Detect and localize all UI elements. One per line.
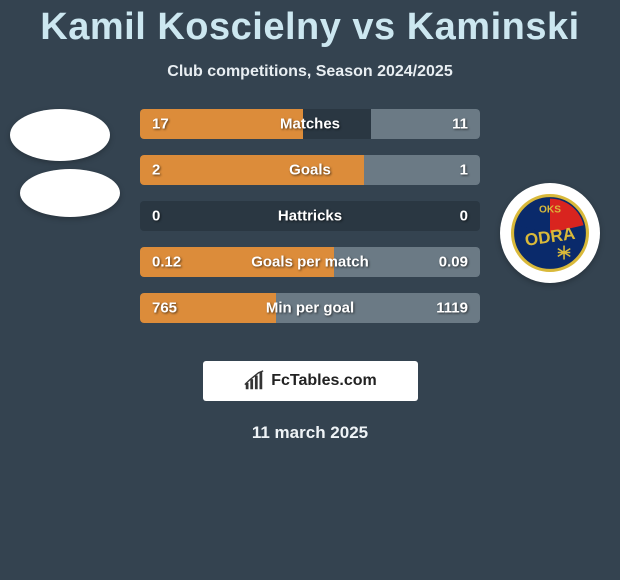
stat-value-right: 0.09 bbox=[439, 254, 468, 271]
player-left-badge-1 bbox=[10, 109, 110, 161]
stat-value-left: 17 bbox=[152, 116, 169, 133]
stat-value-right: 1119 bbox=[436, 300, 468, 317]
comparison-stage: OKS ODRA 17 11 Matches 2 1 Goals 0 0 Hattricks 0.… bbox=[0, 109, 620, 349]
footer-date: 11 march 2025 bbox=[0, 423, 620, 443]
brand-badge[interactable]: FcTables.com bbox=[203, 361, 418, 401]
stat-value-right: 1 bbox=[460, 162, 468, 179]
stat-label: Goals bbox=[289, 162, 331, 179]
stat-rows: 17 11 Matches 2 1 Goals 0 0 Hattricks 0.12 0.09 Goa… bbox=[140, 109, 480, 339]
svg-text:OKS: OKS bbox=[539, 205, 561, 216]
stat-label: Min per goal bbox=[266, 300, 354, 317]
stat-row: 765 1119 Min per goal bbox=[140, 293, 480, 323]
stat-value-left: 765 bbox=[152, 300, 177, 317]
brand-text: FcTables.com bbox=[271, 372, 377, 390]
stat-row: 17 11 Matches bbox=[140, 109, 480, 139]
stat-label: Hattricks bbox=[278, 208, 342, 225]
stat-value-right: 0 bbox=[460, 208, 468, 225]
stat-row: 0.12 0.09 Goals per match bbox=[140, 247, 480, 277]
player-right-club-badge: OKS ODRA bbox=[500, 183, 600, 283]
stat-value-left: 0 bbox=[152, 208, 160, 225]
stat-label: Goals per match bbox=[251, 254, 369, 271]
chart-icon bbox=[243, 370, 265, 392]
page-subtitle: Club competitions, Season 2024/2025 bbox=[0, 63, 620, 81]
stat-value-left: 0.12 bbox=[152, 254, 181, 271]
stat-row: 2 1 Goals bbox=[140, 155, 480, 185]
odra-logo-icon: OKS ODRA bbox=[511, 194, 589, 272]
stat-row: 0 0 Hattricks bbox=[140, 201, 480, 231]
stat-value-right: 11 bbox=[452, 116, 468, 133]
page-title: Kamil Koscielny vs Kaminski bbox=[0, 0, 620, 49]
player-left-badge-2 bbox=[20, 169, 120, 217]
stat-label: Matches bbox=[280, 116, 340, 133]
stat-value-left: 2 bbox=[152, 162, 160, 179]
